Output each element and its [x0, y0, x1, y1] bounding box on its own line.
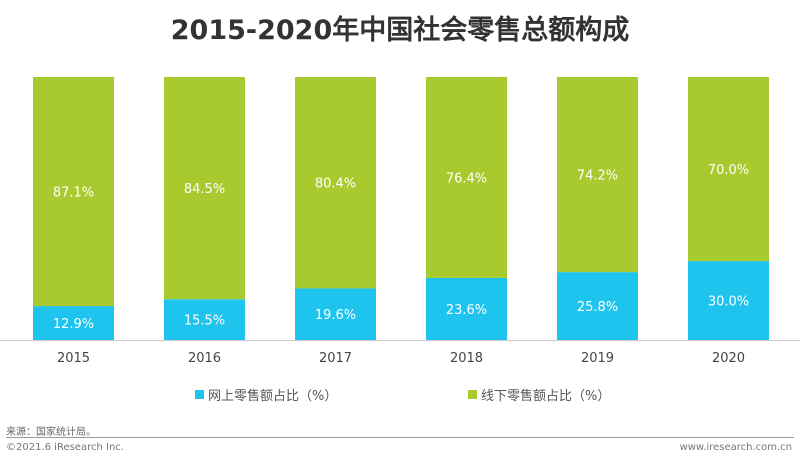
bar-segment [164, 77, 245, 300]
data-label: 74.2% [577, 169, 618, 184]
data-label: 12.9% [53, 317, 94, 332]
bar-segment [33, 306, 114, 340]
legend-label: 线下零售额占比（%） [481, 389, 611, 404]
data-label: 76.4% [446, 171, 487, 186]
legend-swatch [195, 390, 204, 399]
bar-segment [295, 77, 376, 289]
legend-label: 网上零售额占比（%） [208, 389, 338, 404]
data-label: 30.0% [708, 295, 749, 310]
copyright: ©2021.6 iResearch Inc. [6, 442, 124, 453]
divider [6, 437, 794, 438]
data-label: 15.5% [184, 314, 225, 329]
source-note: 来源：国家统计局。 [6, 427, 96, 438]
bar-segment [295, 288, 376, 340]
bar-segment [426, 77, 507, 278]
data-label: 87.1% [53, 186, 94, 201]
bar-segment [688, 261, 769, 340]
chart-title: 2015-2020年中国社会零售总额构成 [170, 15, 630, 46]
website: www.iresearch.com.cn [679, 442, 792, 453]
x-tick-label: 2016 [188, 351, 221, 366]
x-tick-label: 2019 [581, 351, 614, 366]
bar-segment [557, 77, 638, 273]
x-tick-label: 2017 [319, 351, 352, 366]
bar-segment [426, 277, 507, 340]
x-tick-label: 2015 [57, 351, 90, 366]
x-tick-label: 2018 [450, 351, 483, 366]
data-label: 23.6% [446, 303, 487, 318]
data-label: 70.0% [708, 163, 749, 178]
data-label: 19.6% [315, 308, 356, 323]
data-label: 80.4% [315, 177, 356, 192]
legend-item-offline: 线下零售额占比（%） [468, 385, 610, 404]
bar-segment [688, 77, 769, 262]
bar-segment [33, 77, 114, 307]
bar-segment [557, 272, 638, 340]
x-tick-label: 2020 [712, 351, 745, 366]
data-label: 25.8% [577, 300, 618, 315]
data-label: 84.5% [184, 182, 225, 197]
legend-swatch [468, 390, 477, 399]
bar-segment [164, 299, 245, 340]
legend-item-online: 网上零售额占比（%） [195, 385, 337, 404]
stacked-bar-chart: 12.9% 87.1% 2015 15.5% 84.5% 2016 19.6% 80.4% 20… [0, 77, 800, 366]
